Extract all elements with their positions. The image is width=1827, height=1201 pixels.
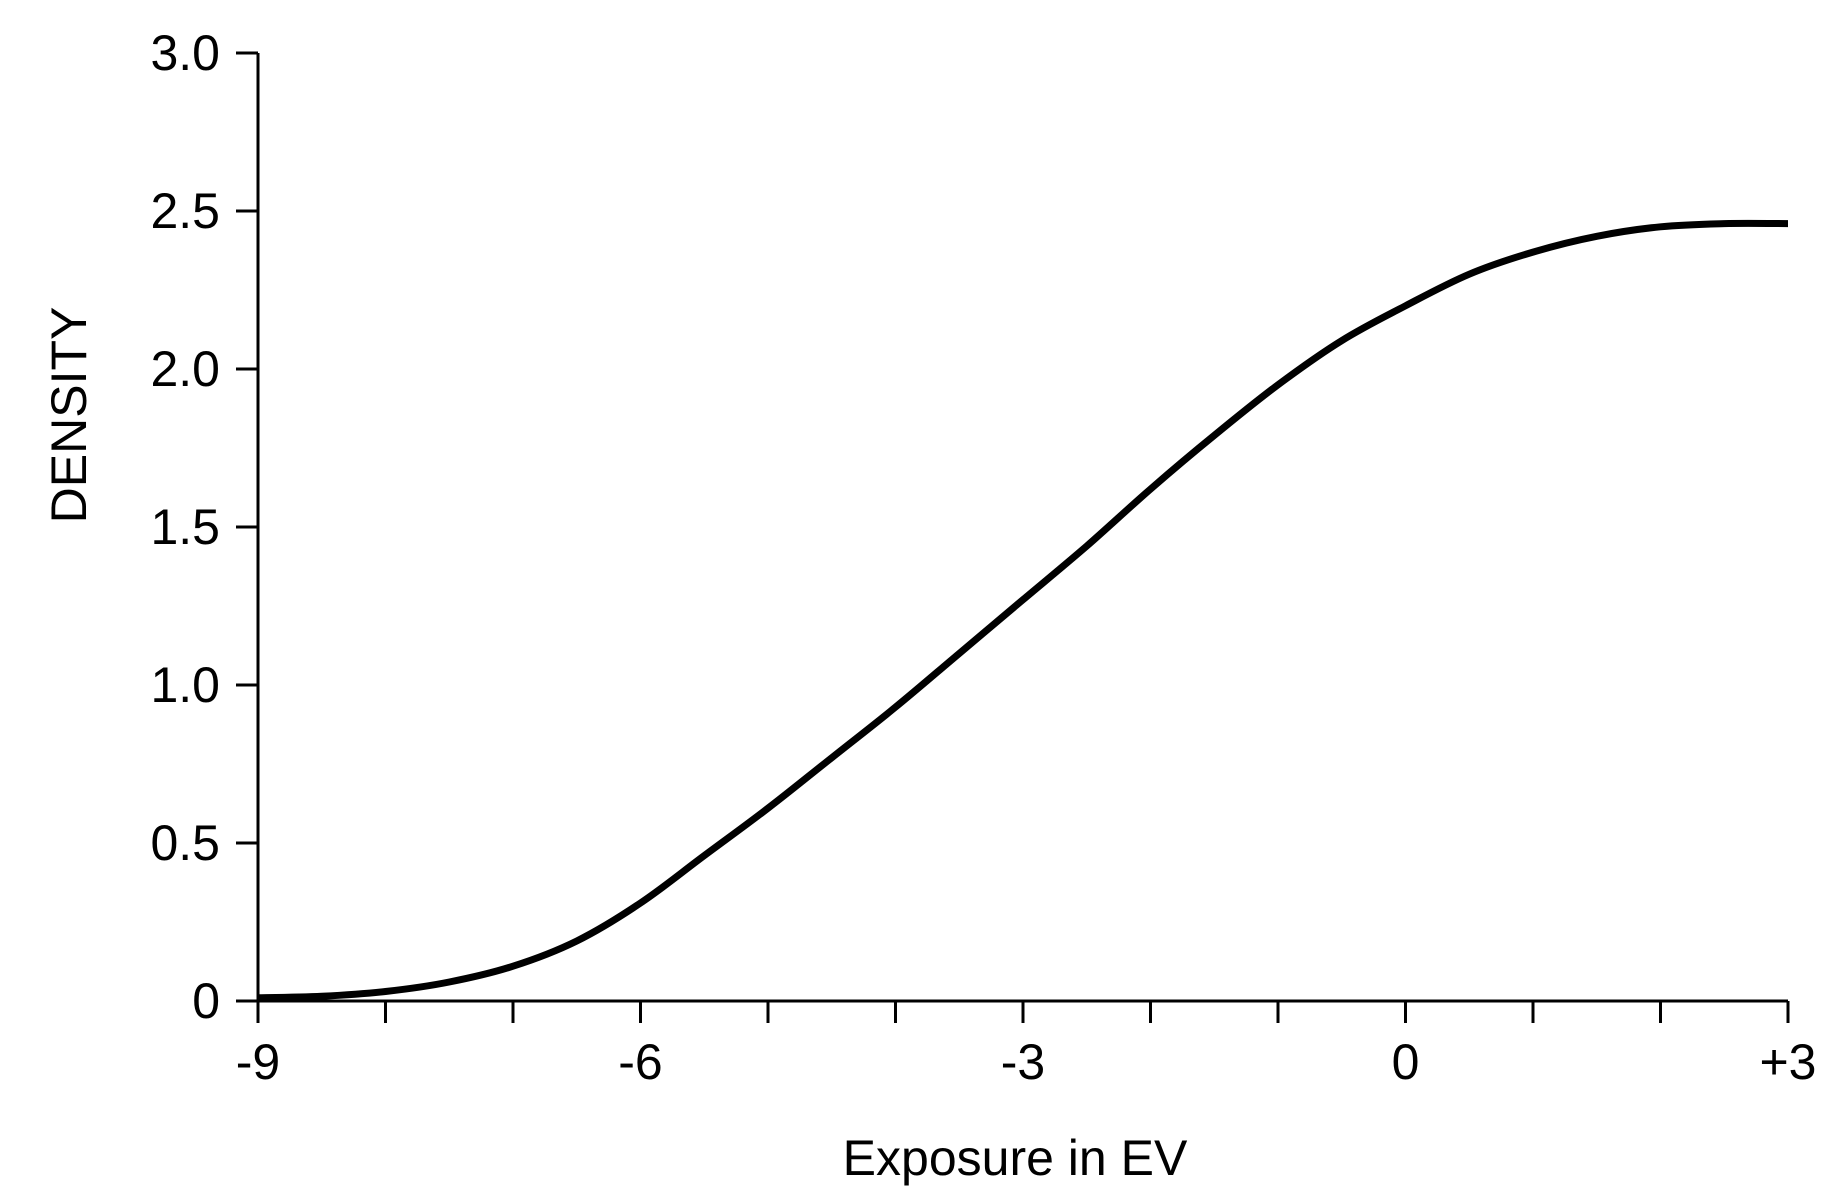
y-tick-label: 2.0 — [150, 341, 220, 397]
y-tick-label: 0 — [192, 973, 220, 1029]
y-tick-label: 1.5 — [150, 499, 220, 555]
x-tick-label: -6 — [618, 1034, 662, 1090]
x-tick-label: +3 — [1759, 1034, 1816, 1090]
x-axis-title: Exposure in EV — [843, 1130, 1188, 1186]
ticks — [236, 51, 1790, 1023]
axes — [256, 53, 1788, 1003]
y-tick-label: 0.5 — [150, 815, 220, 871]
y-axis-title: DENSITY — [41, 307, 97, 524]
density-curve-line — [257, 219, 1789, 1002]
x-tick-label: -3 — [1001, 1034, 1045, 1090]
x-tick-label: 0 — [1392, 1034, 1420, 1090]
x-tick-label: -9 — [236, 1034, 280, 1090]
series — [257, 219, 1789, 1002]
y-tick-label: 3.0 — [150, 25, 220, 81]
y-tick-label: 2.5 — [150, 183, 220, 239]
y-tick-label: 1.0 — [150, 657, 220, 713]
tick-labels: 0 0.5 1.0 1.5 2.0 2.5 3.0 -9 -6 -3 0 +3 — [150, 25, 1816, 1090]
